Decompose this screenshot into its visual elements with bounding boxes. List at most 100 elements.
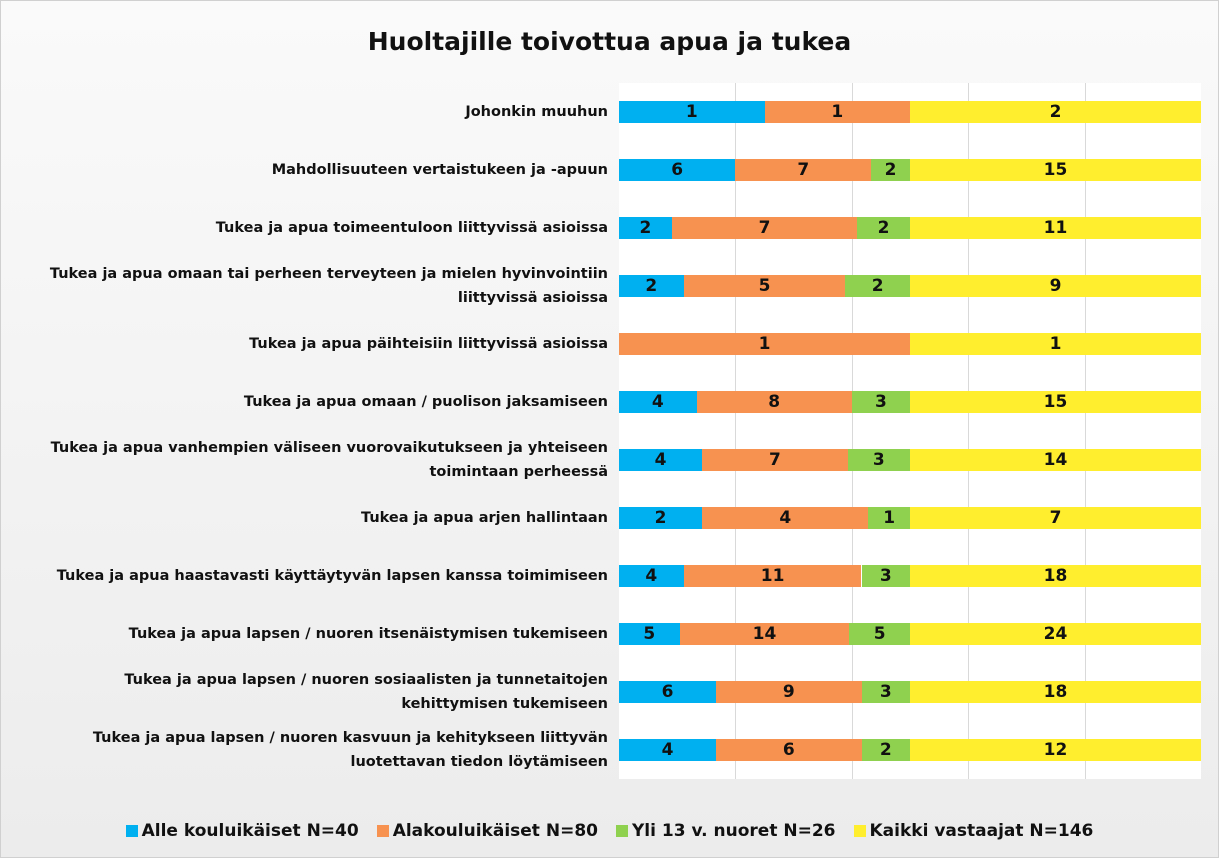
legend-label: Alle kouluikäiset N=40 bbox=[141, 821, 359, 841]
legend-swatch bbox=[376, 825, 389, 837]
bar-segment: 1 bbox=[764, 101, 910, 123]
data-label: 5 bbox=[643, 624, 656, 644]
category-label: Mahdollisuuteen vertaistukeen ja -apuun bbox=[271, 162, 608, 178]
bar-segment: 1 bbox=[868, 507, 910, 529]
data-label: 2 bbox=[645, 276, 658, 296]
bar-segment: 3 bbox=[851, 391, 910, 413]
bar-segment: 7 bbox=[671, 217, 858, 239]
bar-segment: 4 bbox=[619, 739, 716, 761]
data-label: 1 bbox=[758, 334, 771, 354]
bar-segment: 2 bbox=[861, 739, 910, 761]
data-label: 24 bbox=[1043, 624, 1068, 644]
bar-segment: 18 bbox=[910, 565, 1201, 587]
data-label: 5 bbox=[758, 276, 771, 296]
grid-line bbox=[851, 83, 853, 779]
category-label: Tukea ja apua lapsen / nuoren sosiaalist… bbox=[124, 672, 608, 712]
data-label: 15 bbox=[1043, 160, 1068, 180]
bar-segment: 11 bbox=[683, 565, 862, 587]
data-label: 4 bbox=[654, 450, 667, 470]
bar-segment: 2 bbox=[619, 217, 672, 239]
category-label: Tukea ja apua päihteisiin liittyvissä as… bbox=[249, 336, 608, 352]
legend-label: Kaikki vastaajat N=146 bbox=[869, 821, 1094, 841]
grid-line bbox=[735, 83, 737, 779]
data-label: 12 bbox=[1043, 740, 1068, 760]
legend-label: Alakouluikäiset N=80 bbox=[392, 821, 598, 841]
data-label: 6 bbox=[782, 740, 795, 760]
bar-segment: 6 bbox=[716, 739, 862, 761]
bar-segment: 24 bbox=[910, 623, 1201, 645]
bar-segment: 14 bbox=[910, 449, 1201, 471]
data-label: 2 bbox=[884, 160, 897, 180]
data-label: 4 bbox=[651, 392, 664, 412]
bar-segment: 2 bbox=[857, 217, 910, 239]
plot-area bbox=[619, 83, 1201, 779]
data-label: 7 bbox=[797, 160, 810, 180]
bar-segment: 9 bbox=[716, 681, 862, 703]
bar-segment: 11 bbox=[910, 217, 1201, 239]
data-label: 7 bbox=[768, 450, 781, 470]
data-label: 1 bbox=[685, 102, 698, 122]
bar-segment: 7 bbox=[702, 449, 848, 471]
legend-item: Kaikki vastaajat N=146 bbox=[853, 821, 1094, 841]
data-label: 7 bbox=[1049, 508, 1062, 528]
category-label: Tukea ja apua haastavasti käyttäytyvän l… bbox=[56, 568, 608, 584]
data-label: 7 bbox=[758, 218, 771, 238]
data-label: 2 bbox=[639, 218, 652, 238]
legend-swatch bbox=[125, 825, 138, 837]
category-label: Tukea ja apua arjen hallintaan bbox=[361, 510, 608, 526]
category-label: Tukea ja apua toimeentuloon liittyvissä … bbox=[215, 220, 608, 236]
category-label: Tukea ja apua omaan / puolison jaksamise… bbox=[243, 394, 608, 410]
bar-segment: 5 bbox=[683, 275, 846, 297]
data-label: 14 bbox=[1043, 450, 1068, 470]
legend-item: Alle kouluikäiset N=40 bbox=[125, 821, 359, 841]
bar-segment: 2 bbox=[619, 275, 684, 297]
bar-segment: 1 bbox=[910, 333, 1201, 355]
data-label: 2 bbox=[1049, 102, 1062, 122]
bar-segment: 5 bbox=[849, 623, 910, 645]
category-label: Johonkin muuhun bbox=[465, 104, 608, 120]
data-label: 1 bbox=[831, 102, 844, 122]
bar-segment: 1 bbox=[619, 333, 910, 355]
data-label: 4 bbox=[645, 566, 658, 586]
category-label: Tukea ja apua lapsen / nuoren itsenäisty… bbox=[128, 626, 608, 642]
legend-label: Yli 13 v. nuoret N=26 bbox=[631, 821, 836, 841]
data-label: 3 bbox=[879, 566, 892, 586]
bar-segment: 3 bbox=[847, 449, 910, 471]
legend: Alle kouluikäiset N=40 Alakouluikäiset N=… bbox=[1, 821, 1218, 841]
data-label: 8 bbox=[768, 392, 781, 412]
data-label: 4 bbox=[779, 508, 792, 528]
data-label: 1 bbox=[883, 508, 896, 528]
bar-segment: 2 bbox=[871, 159, 910, 181]
data-label: 2 bbox=[871, 276, 884, 296]
bar-segment: 2 bbox=[910, 101, 1201, 123]
data-label: 15 bbox=[1043, 392, 1068, 412]
data-label: 14 bbox=[752, 624, 777, 644]
bar-segment: 2 bbox=[619, 507, 703, 529]
bar-segment: 4 bbox=[619, 391, 697, 413]
data-label: 2 bbox=[877, 218, 890, 238]
bar-segment: 18 bbox=[910, 681, 1201, 703]
data-label: 18 bbox=[1043, 682, 1068, 702]
data-label: 4 bbox=[661, 740, 674, 760]
chart-title: Huoltajille toivottua apua ja tukea bbox=[367, 27, 852, 56]
category-label: Tukea ja apua vanhempien väliseen vuorov… bbox=[50, 440, 608, 480]
data-label: 11 bbox=[1043, 218, 1068, 238]
data-label: 1 bbox=[1049, 334, 1062, 354]
bar-segment: 8 bbox=[696, 391, 852, 413]
bar-segment: 6 bbox=[619, 681, 716, 703]
data-label: 11 bbox=[760, 566, 785, 586]
legend-swatch bbox=[853, 825, 866, 837]
legend-item: Yli 13 v. nuoret N=26 bbox=[615, 821, 836, 841]
data-label: 9 bbox=[782, 682, 795, 702]
bar-segment: 4 bbox=[619, 449, 703, 471]
bar-segment: 3 bbox=[861, 681, 910, 703]
category-label: Tukea ja apua omaan tai perheen terveyte… bbox=[49, 266, 608, 306]
data-label: 3 bbox=[879, 682, 892, 702]
data-label: 2 bbox=[879, 740, 892, 760]
data-label: 3 bbox=[874, 392, 887, 412]
legend-swatch bbox=[615, 825, 628, 837]
bar-segment: 14 bbox=[679, 623, 850, 645]
bar-segment: 4 bbox=[619, 565, 684, 587]
bar-segment: 4 bbox=[702, 507, 869, 529]
